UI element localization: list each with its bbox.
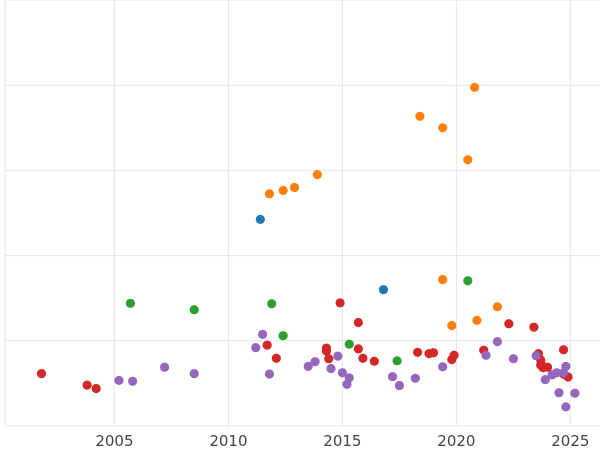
scatter-point-series-4 <box>335 298 345 308</box>
scatter-point-series-5 <box>481 350 491 360</box>
x-tick-label: 2020 <box>437 432 475 450</box>
scatter-point-series-5 <box>561 402 571 412</box>
x-tick-label: 2015 <box>323 432 361 450</box>
scatter-point-series-5 <box>552 368 562 378</box>
x-tick-label: 2005 <box>95 432 133 450</box>
scatter-point-series-5 <box>258 329 268 340</box>
scatter-point-series-5 <box>333 351 343 361</box>
scatter-point-series-2 <box>463 155 473 165</box>
scatter-point-series-5 <box>508 354 518 364</box>
scatter-point-series-4 <box>36 369 47 379</box>
scatter-point-series-5 <box>251 343 261 353</box>
scatter-point-series-5 <box>344 373 354 383</box>
scatter-point-series-3 <box>189 305 199 315</box>
scatter-point-series-5 <box>159 362 170 372</box>
scatter-point-series-4 <box>369 356 379 366</box>
scatter-point-series-4 <box>353 317 363 328</box>
scatter-point-series-3 <box>278 331 288 341</box>
scatter-point-series-5 <box>310 357 320 367</box>
scatter-point-series-4 <box>558 345 569 355</box>
scatter-point-series-3 <box>125 298 135 308</box>
scatter-point-series-2 <box>264 189 275 199</box>
scatter-point-series-5 <box>303 361 313 371</box>
scatter-point-series-4 <box>413 347 423 357</box>
x-tick-label: 2025 <box>551 432 589 450</box>
scatter-point-series-4 <box>428 348 439 358</box>
scatter-point-series-4 <box>504 319 514 329</box>
scatter-point-series-3 <box>392 356 402 366</box>
scatter-point-series-5 <box>337 368 347 378</box>
scatter-point-series-2 <box>278 185 288 196</box>
scatter-point-series-5 <box>492 337 503 347</box>
scatter-point-series-4 <box>353 344 363 354</box>
scatter-point-series-5 <box>570 388 580 398</box>
scatter-point-series-4 <box>91 383 101 394</box>
scatter-point-series-4 <box>321 346 332 356</box>
scatter-point-series-5 <box>540 374 550 385</box>
scatter-point-series-1 <box>255 214 265 224</box>
scatter-point-series-3 <box>344 339 354 349</box>
scatter-point-series-3 <box>463 276 473 286</box>
scatter-point-series-2 <box>289 182 300 193</box>
scatter-point-series-5 <box>326 363 336 374</box>
scatter-point-series-5 <box>554 388 564 398</box>
scatter-point-series-2 <box>415 111 425 121</box>
scatter-point-series-2 <box>492 302 503 312</box>
scatter-point-series-2 <box>447 320 457 331</box>
scatter-point-series-4 <box>529 322 539 332</box>
scatter-point-series-2 <box>312 170 322 180</box>
scatter-point-series-2 <box>438 123 448 133</box>
scatter-point-series-4 <box>262 340 272 350</box>
scatter-point-series-4 <box>358 353 368 363</box>
scatter-point-series-2 <box>470 82 480 92</box>
grid-lines <box>4 0 600 427</box>
scatter-point-series-5 <box>438 362 448 372</box>
scatter-point-series-5 <box>531 351 541 361</box>
scatter-point-series-5 <box>387 371 398 382</box>
scatter-point-series-4 <box>271 353 281 363</box>
scatter-point-series-5 <box>189 369 199 379</box>
scatter-point-series-4 <box>82 380 92 390</box>
scatter-point-series-5 <box>394 380 404 391</box>
scatter-point-series-4 <box>324 354 334 364</box>
scatter-point-series-5 <box>410 373 420 383</box>
scatter-point-series-4 <box>542 362 553 372</box>
scatter-point-series-5 <box>114 375 124 386</box>
scatter-point-series-3 <box>267 299 277 309</box>
scatter-point-series-2 <box>472 315 482 325</box>
scatter-point-series-5 <box>264 369 275 379</box>
scatter-point-series-4 <box>449 350 459 360</box>
scatter-point-series-5 <box>128 376 138 386</box>
scatter-point-series-1 <box>378 285 389 295</box>
scatter-point-series-2 <box>438 274 448 285</box>
x-tick-label: 2010 <box>209 432 247 450</box>
scatter-point-series-5 <box>561 361 571 371</box>
data-points <box>36 82 580 412</box>
x-axis-ticks: 2005 2010 2015 2020 2025 <box>95 432 589 450</box>
